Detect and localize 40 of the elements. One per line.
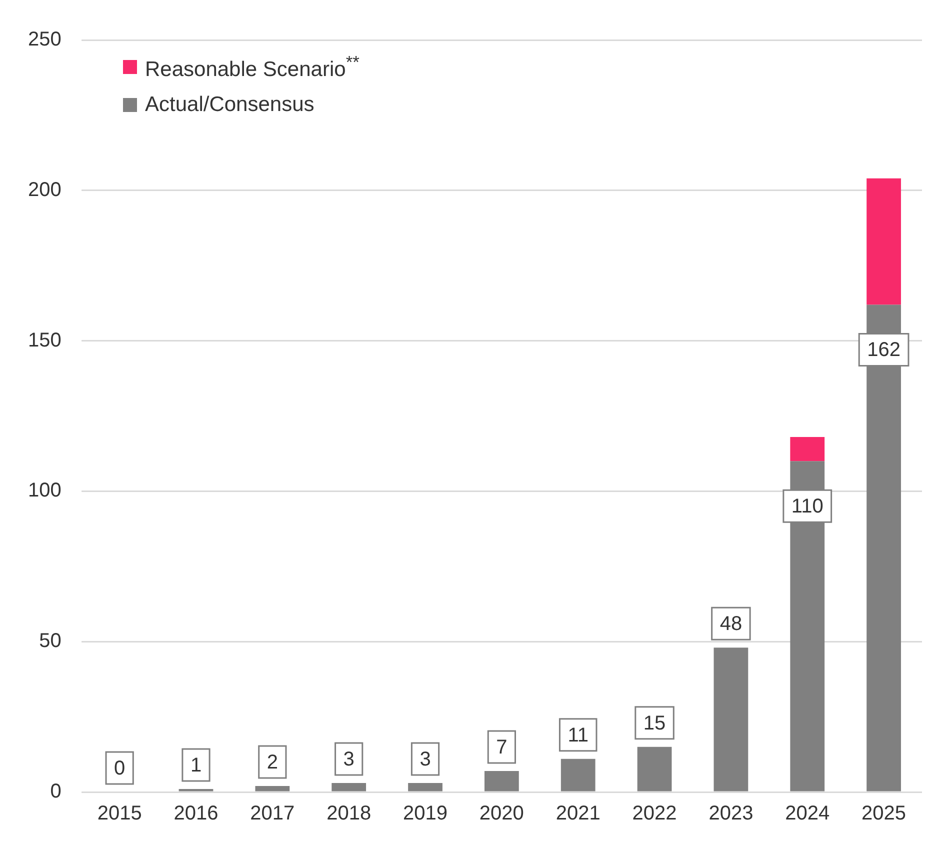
data-label: 7	[496, 736, 508, 758]
data-label: 3	[343, 748, 354, 770]
legend-label: Reasonable Scenario$^{**}$	[145, 52, 360, 82]
y-tick-label: 50	[39, 630, 62, 652]
x-tick-label: 2022	[632, 802, 677, 825]
data-label: 110	[791, 496, 824, 518]
y-tick-label: 250	[28, 28, 62, 51]
x-tick-label: 2020	[479, 802, 524, 825]
bar	[178, 788, 214, 792]
data-label: 3	[420, 748, 431, 770]
bar	[866, 178, 901, 305]
legend-label: Actual/Consensus	[145, 93, 314, 117]
x-tick-label: 2019	[403, 802, 448, 825]
x-tick-label: 2018	[326, 802, 372, 825]
y-tick-label: 0	[50, 780, 62, 803]
y-tick-label: 200	[28, 178, 62, 201]
data-label: 11	[568, 724, 588, 746]
bar	[484, 770, 519, 792]
x-tick-label: 2023	[708, 802, 754, 825]
x-tick-label: 2015	[97, 802, 142, 825]
bar	[332, 782, 366, 792]
data-label: 15	[643, 712, 666, 734]
data-label: 48	[720, 613, 742, 636]
bar	[790, 437, 825, 462]
x-tick-label: 2024	[785, 802, 830, 825]
x-tick-label: 2016	[174, 802, 218, 825]
data-label: 162	[867, 339, 900, 362]
bar	[408, 782, 442, 792]
bar	[637, 746, 672, 792]
bar	[560, 758, 596, 792]
bar	[714, 648, 748, 792]
data-label: 2	[266, 752, 278, 774]
y-tick-label: 100	[28, 480, 62, 502]
x-tick-label: 2021	[556, 802, 600, 825]
bar	[255, 786, 290, 792]
x-tick-label: 2017	[250, 802, 295, 825]
data-label: 1	[190, 754, 202, 777]
data-label: 0	[114, 758, 126, 780]
x-tick-label: 2025	[862, 802, 906, 825]
y-tick-label: 150	[28, 329, 62, 352]
